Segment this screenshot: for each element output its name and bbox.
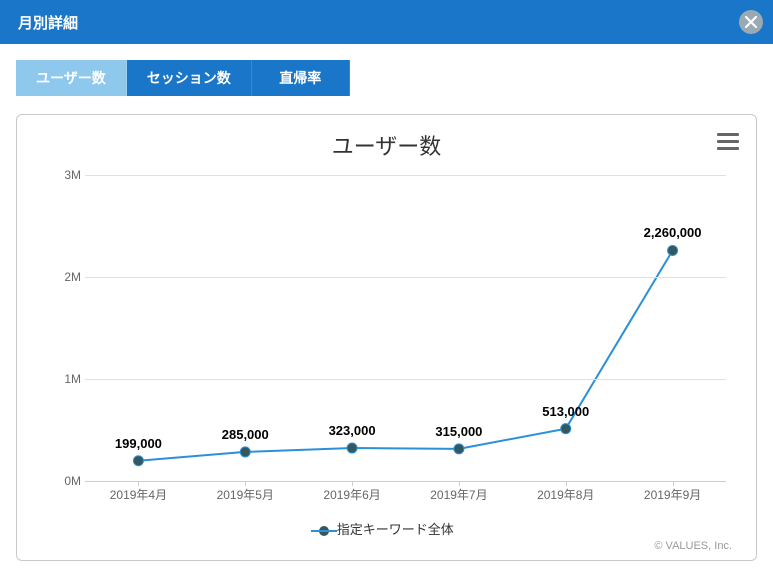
modal-title: 月別詳細 — [18, 12, 78, 33]
y-axis-label: 3M — [41, 168, 81, 182]
tab-users[interactable]: ユーザー数 — [16, 60, 127, 96]
data-point-label: 513,000 — [542, 404, 589, 419]
chart-title: ユーザー数 — [37, 129, 736, 161]
chart-credits: © VALUES, Inc. — [37, 540, 736, 554]
legend-marker-icon — [319, 526, 329, 536]
tab-label: 直帰率 — [279, 68, 321, 88]
data-point-label: 323,000 — [329, 423, 376, 438]
chart-legend: 指定キーワード全体 — [37, 511, 736, 540]
tab-label: ユーザー数 — [36, 68, 106, 88]
x-axis-label: 2019年8月 — [537, 486, 594, 503]
modal-window: 月別詳細 ユーザー数 セッション数 直帰率 ユーザー数 0M 1M 2M 3M 2019… — [0, 0, 773, 577]
legend-label: 指定キーワード全体 — [337, 522, 454, 537]
data-point-label: 285,000 — [222, 427, 269, 442]
tab-bounce[interactable]: 直帰率 — [252, 60, 350, 96]
y-axis-label: 0M — [41, 474, 81, 488]
y-axis-label: 1M — [41, 372, 81, 386]
x-axis-label: 2019年5月 — [217, 486, 274, 503]
tab-sessions[interactable]: セッション数 — [127, 60, 252, 96]
chart-menu-button[interactable] — [714, 129, 742, 153]
y-axis-label: 2M — [41, 270, 81, 284]
chart-svg — [85, 175, 726, 481]
x-axis-label: 2019年6月 — [323, 486, 380, 503]
data-point-label: 2,260,000 — [644, 225, 702, 240]
x-axis-label: 2019年7月 — [430, 486, 487, 503]
chart-plot-area: 0M 1M 2M 3M 2019年4月 2019年5月 2019年6月 2019年7月 2019… — [37, 169, 736, 511]
close-icon — [745, 16, 757, 28]
chart-plot-inner: 0M1M2M3M2019年4月2019年5月2019年6月2019年7月2019… — [85, 175, 726, 481]
chart-container: ユーザー数 0M 1M 2M 3M 2019年4月 2019年5月 2019年6月 2019年… — [16, 114, 757, 561]
x-axis-label: 2019年9月 — [644, 486, 701, 503]
close-button[interactable] — [739, 10, 763, 34]
tab-bar: ユーザー数 セッション数 直帰率 — [16, 60, 757, 96]
data-point-label: 315,000 — [435, 424, 482, 439]
x-axis-label: 2019年4月 — [110, 486, 167, 503]
hamburger-icon — [717, 133, 739, 136]
tab-label: セッション数 — [147, 68, 231, 88]
modal-content: ユーザー数 セッション数 直帰率 ユーザー数 0M 1M 2M 3M 2019年4月 20… — [0, 44, 773, 577]
modal-header: 月別詳細 — [0, 0, 773, 44]
data-point-label: 199,000 — [115, 436, 162, 451]
